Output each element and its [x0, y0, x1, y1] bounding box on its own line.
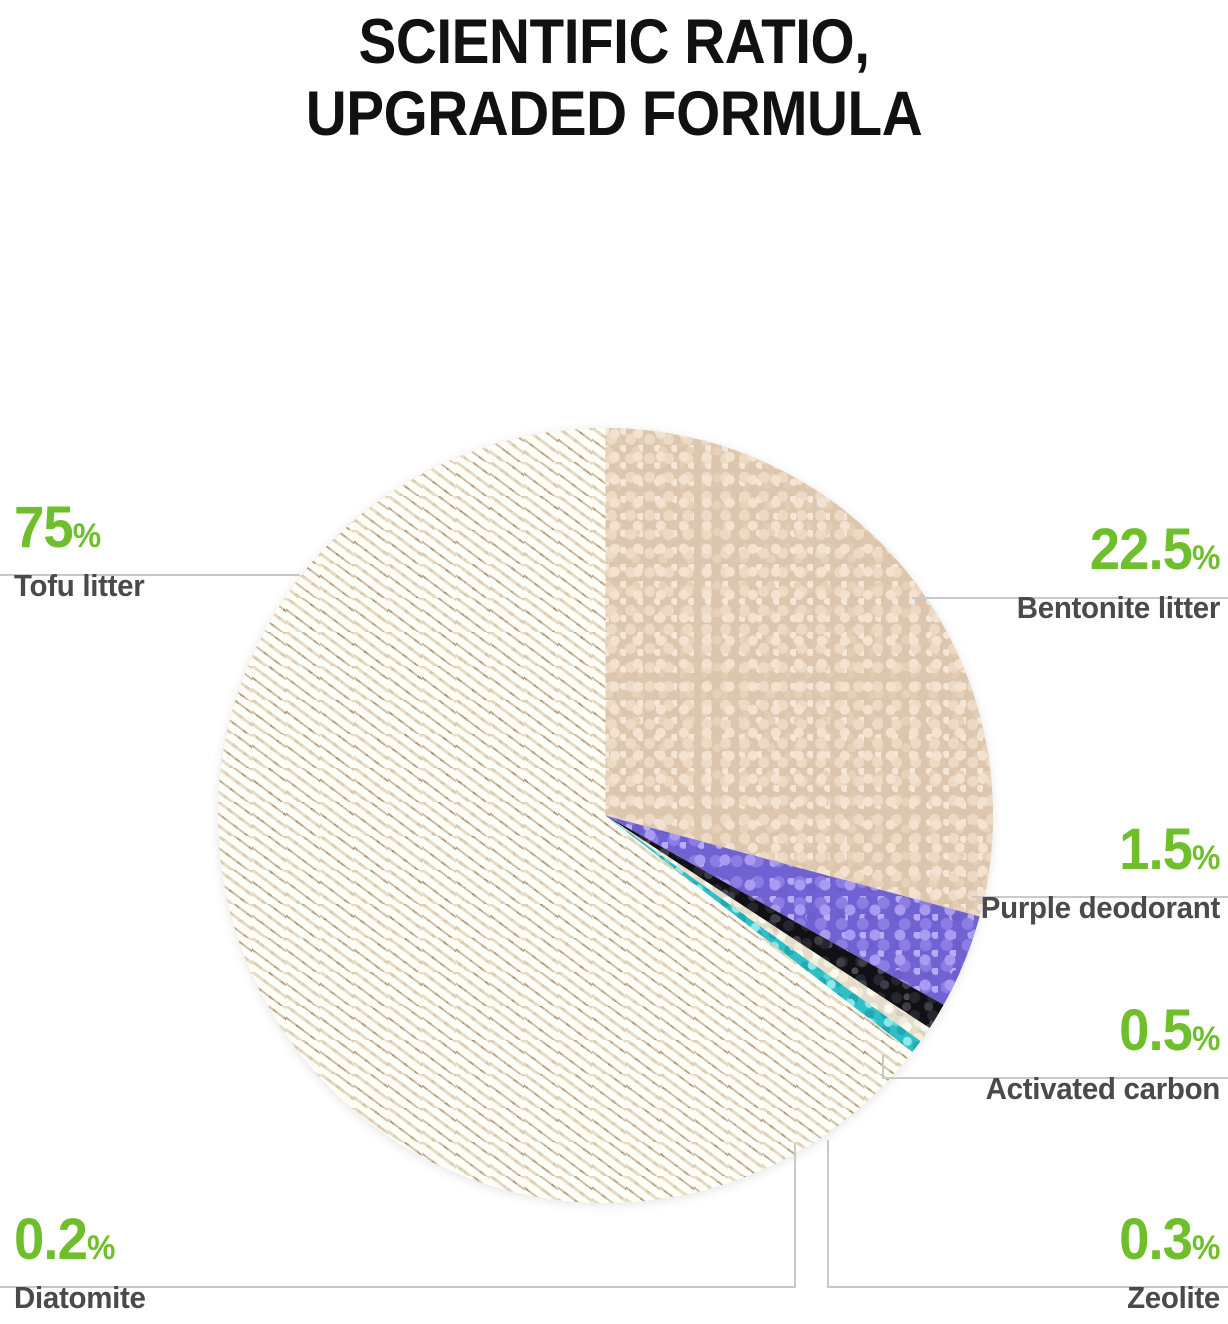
callout-value-diatomite: 0.2%	[14, 1207, 115, 1272]
page-title: SCIENTIFIC RATIO, UPGRADED FORMULA	[0, 6, 1228, 150]
callout-value-activated-carbon: 0.5%	[1119, 998, 1220, 1063]
callout-name-activated-carbon: Activated carbon	[985, 1071, 1221, 1106]
callout-name-tofu-litter: Tofu litter	[14, 568, 145, 603]
callout-value-tofu-litter: 75%	[14, 495, 101, 560]
callout-tofu-litter: 75% Tofu litter	[14, 498, 274, 606]
callout-value-zeolite: 0.3%	[1119, 1207, 1220, 1272]
title-line-2: UPGRADED FORMULA	[305, 79, 923, 149]
callout-zeolite: 0.3% Zeolite	[920, 1210, 1220, 1318]
callout-activated-carbon: 0.5% Activated carbon	[800, 998, 1221, 1109]
callout-name-zeolite: Zeolite	[1127, 1280, 1220, 1315]
callout-bentonite-litter: 22.5% Bentonite litter	[800, 517, 1221, 628]
callout-value-purple-deodorant: 1.5%	[1119, 817, 1220, 882]
pie-chart	[218, 428, 993, 1203]
title-line-1: SCIENTIFIC RATIO,	[358, 7, 870, 77]
callout-name-bentonite-litter: Bentonite litter	[1016, 590, 1221, 625]
callout-name-diatomite: Diatomite	[14, 1280, 146, 1315]
callout-purple-deodorant: 1.5% Purple deodorant	[800, 817, 1221, 928]
callout-name-purple-deodorant: Purple deodorant	[980, 890, 1221, 925]
pie-disc	[218, 428, 993, 1203]
callout-diatomite: 0.2% Diatomite	[14, 1210, 314, 1318]
callout-value-bentonite-litter: 22.5%	[1089, 517, 1221, 582]
